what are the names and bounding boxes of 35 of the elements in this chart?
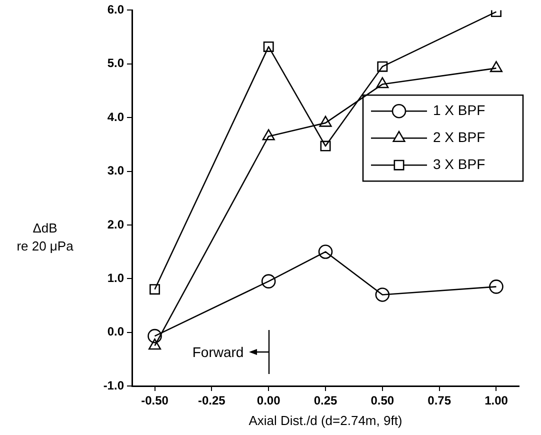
y-axis-title: ΔdB re 20 μPa: [16, 220, 74, 254]
point: [262, 129, 275, 140]
y-tick-label: 3.0: [107, 164, 124, 178]
y-tick-label: -1.0: [103, 378, 124, 392]
point: [148, 338, 162, 350]
point: [375, 288, 390, 302]
x-tick-label: 1.00: [484, 394, 508, 408]
y-tick-label: 6.0: [107, 2, 124, 17]
point: [150, 284, 160, 295]
point: [148, 328, 162, 344]
legend-label: 2 X BPF: [433, 128, 486, 145]
point: [320, 140, 331, 152]
y-tick-label: 1.0: [107, 270, 124, 285]
y-tick-label: 0.0: [107, 324, 124, 339]
point: [377, 61, 388, 72]
point: [490, 61, 503, 72]
y-tick-label: 2.0: [107, 217, 124, 232]
point: [318, 244, 333, 259]
x-tick-label: 0.00: [256, 394, 281, 408]
x-tick-label: -0.25: [198, 394, 226, 408]
x-tick-label: 0.75: [428, 394, 452, 408]
x-tick-label: -0.50: [141, 394, 169, 408]
legend-label: 3 X BPF: [433, 156, 486, 172]
legend-label: 1 X BPF: [433, 102, 486, 118]
y-tick-label: 5.0: [107, 56, 124, 70]
x-tick-label: 0.25: [314, 394, 338, 408]
x-axis-title: Axial Dist./d (d=2.74m, 9ft): [248, 412, 402, 428]
y-tick-label: 4.0: [107, 110, 124, 124]
point: [489, 280, 504, 294]
annotation: Forward: [192, 344, 244, 360]
point: [376, 77, 389, 88]
point: [261, 274, 276, 288]
point: [319, 116, 332, 127]
point: [263, 41, 274, 52]
x-tick-label: 0.50: [370, 394, 394, 408]
